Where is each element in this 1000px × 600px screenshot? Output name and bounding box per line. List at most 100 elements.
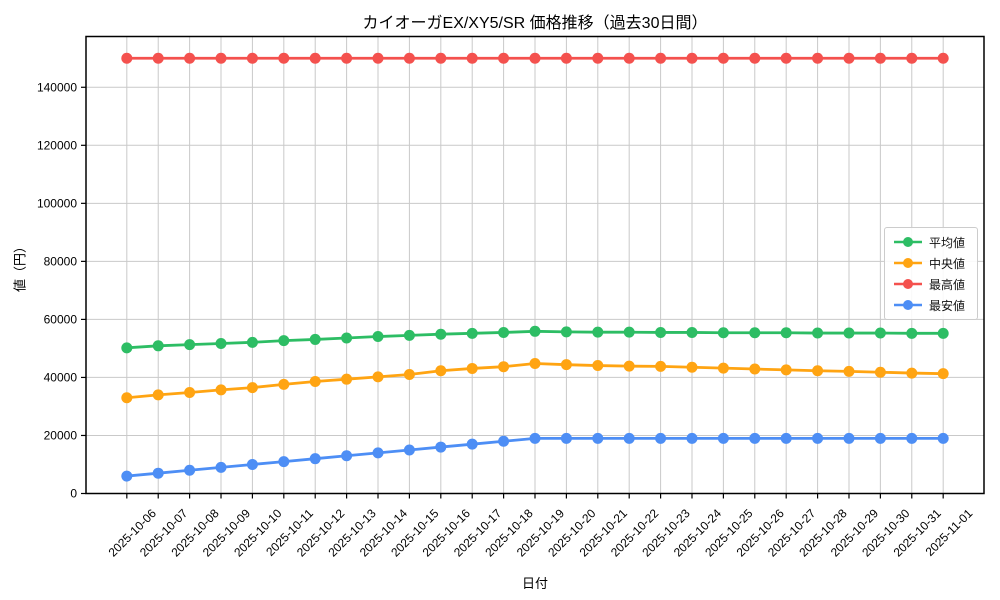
data-point-marker [655, 326, 667, 338]
y-tick-label: 60000 [44, 313, 78, 327]
data-point-marker [780, 327, 792, 339]
data-point-marker [184, 52, 196, 64]
data-point-marker [937, 52, 949, 64]
data-point-marker [623, 52, 635, 64]
data-point-marker [717, 327, 729, 339]
data-point-marker [246, 382, 258, 394]
data-point-marker [623, 432, 635, 444]
legend: 平均値中央値最高値最安値 [884, 227, 978, 320]
data-point-marker [874, 432, 886, 444]
data-point-marker [906, 367, 918, 379]
data-point-marker [403, 329, 415, 341]
data-point-marker [812, 432, 824, 444]
data-point-marker [466, 327, 478, 339]
data-point-marker [341, 373, 353, 385]
data-point-marker [403, 444, 415, 456]
data-point-marker [435, 365, 447, 377]
data-point-marker [341, 332, 353, 344]
data-point-marker [812, 52, 824, 64]
y-tick-label: 120000 [37, 139, 77, 153]
data-point-marker [686, 361, 698, 373]
data-point-marker [592, 360, 604, 372]
legend-item: 平均値 [893, 235, 969, 250]
data-point-marker [717, 432, 729, 444]
data-point-marker [749, 327, 761, 339]
data-point-marker [498, 361, 510, 373]
y-tick-label: 40000 [44, 371, 78, 385]
y-tick-label: 140000 [37, 80, 77, 94]
data-point-marker [372, 52, 384, 64]
data-point-marker [560, 359, 572, 371]
data-point-marker [655, 360, 667, 372]
data-point-marker [466, 52, 478, 64]
data-point-marker [874, 52, 886, 64]
legend-marker-icon [894, 300, 922, 310]
data-point-marker [812, 327, 824, 339]
data-point-marker [341, 52, 353, 64]
data-point-marker [152, 340, 164, 352]
y-tick-label: 80000 [44, 255, 78, 269]
data-point-marker [215, 461, 227, 473]
data-point-marker [717, 362, 729, 374]
data-point-marker [121, 342, 133, 354]
data-point-marker [372, 331, 384, 343]
data-point-marker [560, 326, 572, 338]
data-point-marker [812, 365, 824, 377]
data-point-marker [717, 52, 729, 64]
data-point-marker [215, 384, 227, 396]
data-point-marker [655, 432, 667, 444]
data-point-marker [560, 52, 572, 64]
data-point-marker [466, 438, 478, 450]
data-point-marker [906, 327, 918, 339]
data-point-marker [246, 336, 258, 348]
data-point-marker [937, 368, 949, 380]
legend-item: 最高値 [893, 277, 969, 292]
data-point-marker [592, 52, 604, 64]
data-point-marker [937, 327, 949, 339]
data-point-marker [435, 52, 447, 64]
legend-marker-icon [894, 279, 922, 289]
data-point-marker [623, 360, 635, 372]
data-point-marker [121, 52, 133, 64]
data-point-marker [655, 52, 667, 64]
data-point-marker [309, 333, 321, 345]
legend-marker-icon [894, 258, 922, 268]
data-point-marker [749, 432, 761, 444]
data-point-marker [749, 52, 761, 64]
data-point-marker [341, 450, 353, 462]
data-point-marker [529, 52, 541, 64]
data-point-marker [529, 358, 541, 370]
data-point-marker [686, 326, 698, 338]
y-tick-label: 20000 [44, 429, 78, 443]
data-point-marker [184, 339, 196, 351]
data-point-marker [592, 432, 604, 444]
data-point-marker [906, 52, 918, 64]
data-point-marker [498, 326, 510, 338]
data-point-marker [906, 432, 918, 444]
data-point-marker [686, 432, 698, 444]
data-point-marker [246, 458, 258, 470]
x-axis-label: 日付 [521, 576, 548, 591]
data-point-marker [843, 432, 855, 444]
chart-title: カイオーガEX/XY5/SR 価格推移（過去30日間） [362, 15, 708, 32]
data-point-marker [780, 52, 792, 64]
legend-marker-icon [894, 237, 922, 247]
data-point-marker [560, 432, 572, 444]
legend-item: 最安値 [893, 298, 969, 313]
data-point-marker [592, 326, 604, 338]
data-point-marker [152, 52, 164, 64]
data-point-marker [623, 326, 635, 338]
data-point-marker [498, 52, 510, 64]
data-point-marker [184, 387, 196, 399]
data-point-marker [309, 52, 321, 64]
data-point-marker [121, 470, 133, 482]
data-point-marker [466, 362, 478, 374]
data-point-marker [529, 325, 541, 337]
data-point-marker [874, 327, 886, 339]
data-point-marker [121, 392, 133, 404]
legend-item: 中央値 [893, 256, 969, 271]
data-point-marker [686, 52, 698, 64]
data-point-marker [403, 369, 415, 381]
